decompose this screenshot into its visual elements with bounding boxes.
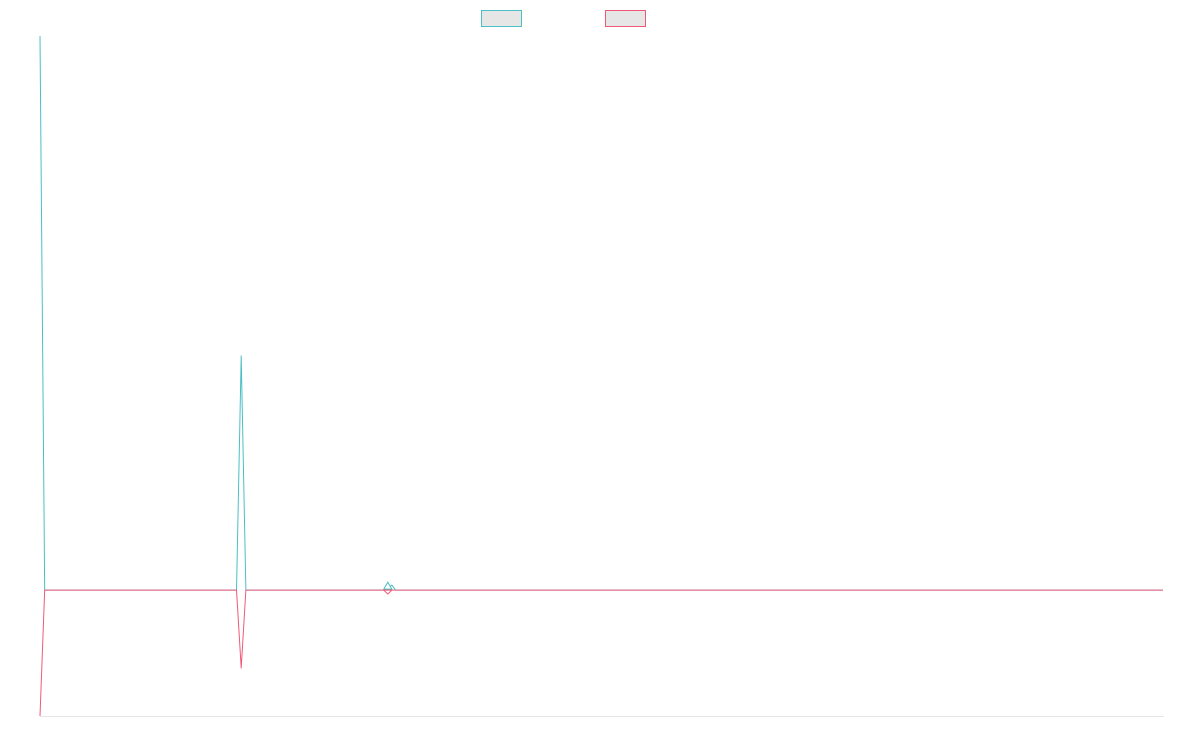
marker-layer (382, 581, 394, 595)
legend-swatch-series-2[interactable] (605, 10, 646, 27)
point-marker-series-1[interactable] (382, 581, 393, 590)
point-marker-series-2[interactable] (382, 589, 394, 595)
series-line-1 (39, 35, 1163, 591)
legend-swatch-series-1[interactable] (481, 10, 522, 27)
legend (481, 10, 646, 27)
series-layer (39, 35, 1163, 717)
series-line-2 (39, 589, 1163, 717)
